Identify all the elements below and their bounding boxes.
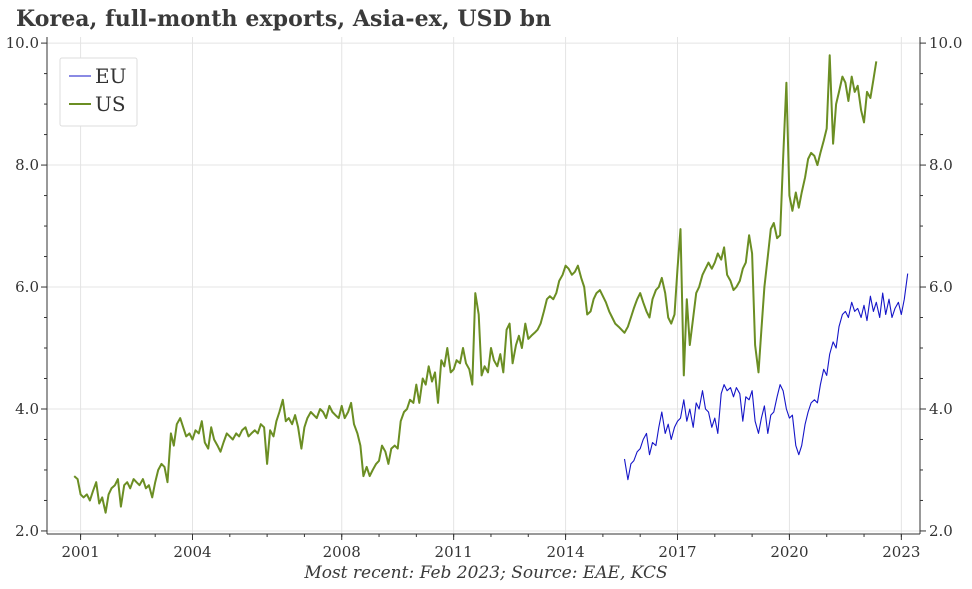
x-tick-label: 2008 (323, 543, 361, 561)
x-tick-label: 2023 (882, 543, 920, 561)
legend: EU US (59, 57, 138, 127)
x-tick-label: 2004 (173, 543, 211, 561)
x-tick-label: 2017 (658, 543, 696, 561)
x-tick-label: 2020 (770, 543, 808, 561)
series-layer (73, 54, 909, 514)
series-line-eu (623, 273, 909, 481)
x-tick-label: 2011 (435, 543, 473, 561)
y-left-tick-label: 2.0 (15, 522, 39, 540)
y-left-tick-label: 4.0 (15, 400, 39, 418)
chart-title: Korea, full-month exports, Asia-ex, USD … (16, 6, 552, 32)
legend-label-eu: EU (95, 64, 126, 88)
y-right-tick-label: 6.0 (929, 278, 953, 296)
source-caption: Most recent: Feb 2023; Source: EAE, KCS (304, 563, 668, 583)
x-tick-label: 2014 (546, 543, 584, 561)
axes: 2001 2004 2008 2011 2014 2017 2020 2023 2.0 2.0 4.… (6, 34, 963, 561)
series-line-us (73, 54, 878, 514)
x-tick-label: 2001 (61, 543, 99, 561)
y-right-tick-label: 10.0 (929, 34, 962, 52)
y-right-tick-label: 8.0 (929, 156, 953, 174)
y-right-tick-label: 4.0 (929, 400, 953, 418)
legend-box (59, 57, 138, 127)
y-left-tick-label: 10.0 (6, 34, 39, 52)
legend-label-us: US (95, 92, 126, 116)
y-left-tick-label: 8.0 (15, 156, 39, 174)
y-right-tick-label: 2.0 (929, 522, 953, 540)
grid (47, 37, 920, 534)
y-left-tick-label: 6.0 (15, 278, 39, 296)
